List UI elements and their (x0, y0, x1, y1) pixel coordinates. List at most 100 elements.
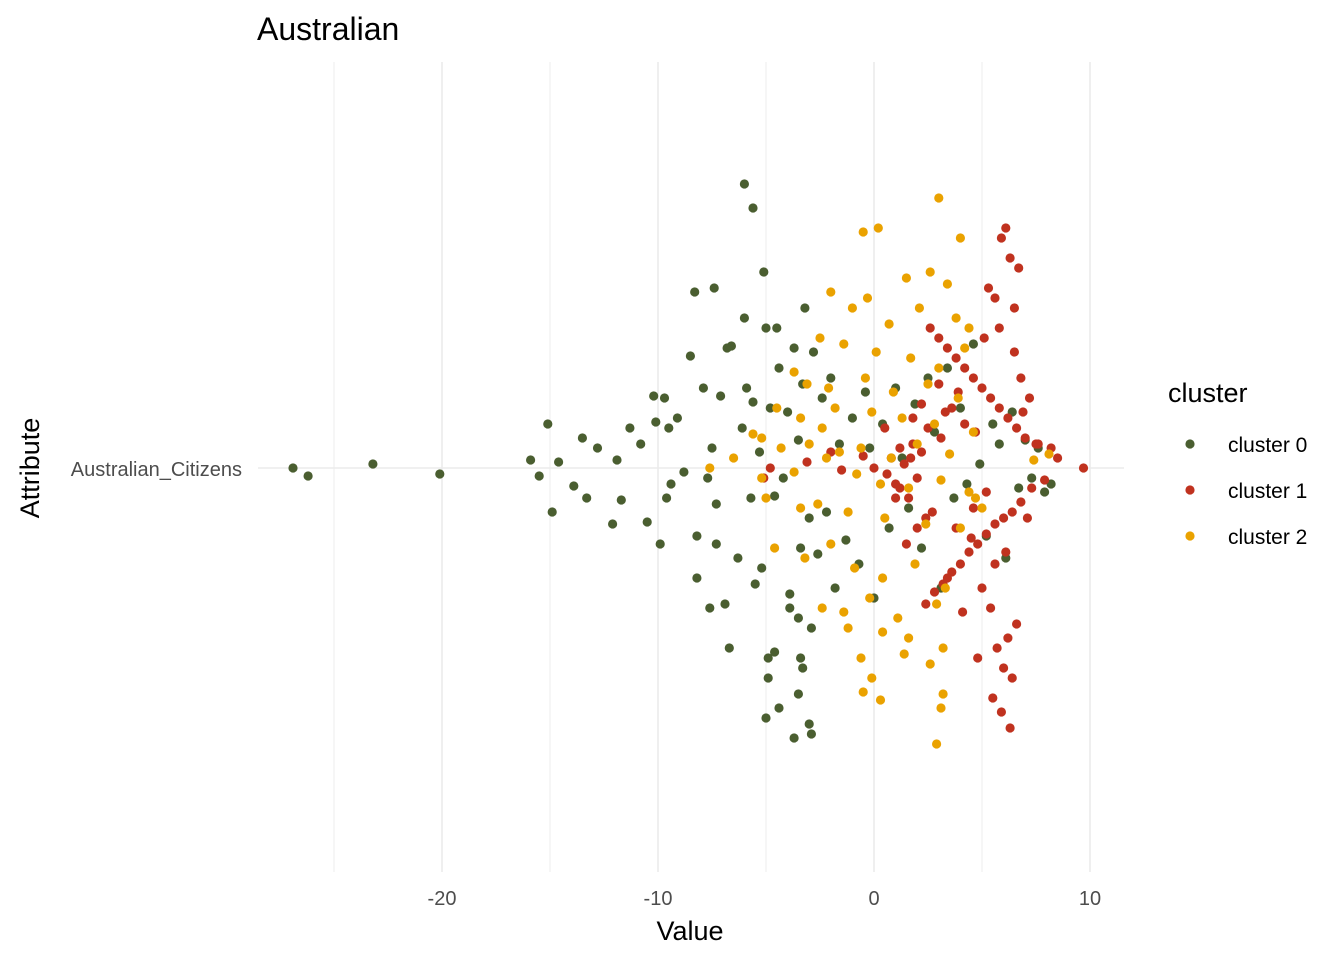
data-point (951, 353, 961, 363)
data-point (938, 689, 948, 699)
data-point (973, 653, 983, 663)
data-point (1044, 449, 1054, 459)
data-point (778, 473, 788, 483)
data-point (899, 459, 909, 469)
data-point (912, 439, 922, 449)
data-point (826, 287, 836, 297)
data-point (975, 459, 985, 469)
data-point (996, 233, 1007, 243)
data-point (679, 467, 689, 477)
data-point (891, 493, 901, 503)
series-cluster-2 (705, 193, 1054, 749)
data-point (692, 573, 702, 583)
data-point (964, 487, 974, 497)
data-point (908, 413, 918, 423)
data-point (880, 423, 890, 433)
data-point (748, 397, 758, 407)
data-point (1009, 347, 1020, 357)
data-point (761, 713, 771, 723)
data-point (806, 729, 817, 739)
data-point (936, 703, 946, 713)
data-point (1007, 673, 1017, 683)
data-point (796, 543, 806, 553)
data-point (804, 719, 814, 729)
data-point (880, 513, 890, 523)
data-point (757, 473, 767, 483)
data-point (882, 469, 892, 479)
data-point (664, 423, 674, 433)
data-point (711, 499, 721, 509)
data-point (569, 481, 579, 491)
data-point (815, 333, 825, 343)
data-point (705, 463, 715, 473)
data-point (852, 469, 862, 479)
data-point (690, 287, 700, 297)
data-point (932, 739, 942, 749)
x-tick-label: 10 (1079, 888, 1101, 910)
data-point (986, 393, 996, 403)
data-point (711, 539, 721, 549)
data-point (720, 599, 730, 609)
data-point (824, 383, 834, 393)
data-point (692, 531, 702, 541)
data-point (970, 493, 981, 503)
y-tick-label: Australian_Citizens (71, 459, 242, 481)
data-point (739, 313, 750, 323)
data-point (936, 475, 946, 485)
data-point (875, 695, 886, 705)
data-point (800, 303, 810, 313)
data-point (904, 503, 914, 513)
data-point (862, 293, 873, 303)
data-point (867, 673, 877, 683)
data-point (802, 379, 812, 389)
data-point (921, 599, 931, 609)
data-point (951, 313, 961, 323)
data-point (642, 517, 652, 527)
data-point (990, 293, 1000, 303)
data-point (554, 457, 564, 467)
data-point (942, 573, 953, 583)
grid-lines (258, 62, 1124, 872)
data-point (949, 493, 959, 503)
data-point (869, 463, 879, 473)
data-point (858, 687, 868, 697)
data-point (914, 303, 925, 313)
data-point (983, 283, 994, 293)
data-point (899, 649, 909, 659)
data-point (748, 429, 758, 439)
data-point (737, 423, 747, 433)
data-point (968, 427, 979, 437)
data-points (288, 179, 1089, 749)
data-point (763, 673, 773, 683)
legend-key (1185, 531, 1195, 541)
data-point (901, 273, 912, 283)
data-point (938, 643, 948, 653)
data-point (839, 607, 849, 617)
data-point (783, 407, 793, 417)
data-point (798, 663, 808, 673)
data-point (953, 393, 963, 403)
data-point (625, 423, 635, 433)
data-point (655, 539, 665, 549)
data-point (804, 439, 814, 449)
data-point (929, 587, 940, 597)
data-point (992, 643, 1002, 653)
data-point (960, 343, 970, 353)
data-point (942, 279, 953, 289)
data-point (1040, 487, 1050, 497)
data-point (878, 573, 888, 583)
data-point (709, 283, 719, 293)
data-point (789, 733, 799, 743)
data-point (901, 539, 912, 549)
data-point (765, 463, 775, 473)
data-point (662, 493, 672, 503)
data-point (703, 473, 713, 483)
data-point (757, 563, 767, 573)
data-point (841, 535, 851, 545)
data-point (994, 403, 1004, 413)
data-point (927, 507, 937, 517)
data-point (808, 347, 819, 357)
data-point (988, 693, 998, 703)
data-point (830, 583, 840, 593)
legend-label: cluster 2 (1228, 526, 1307, 549)
